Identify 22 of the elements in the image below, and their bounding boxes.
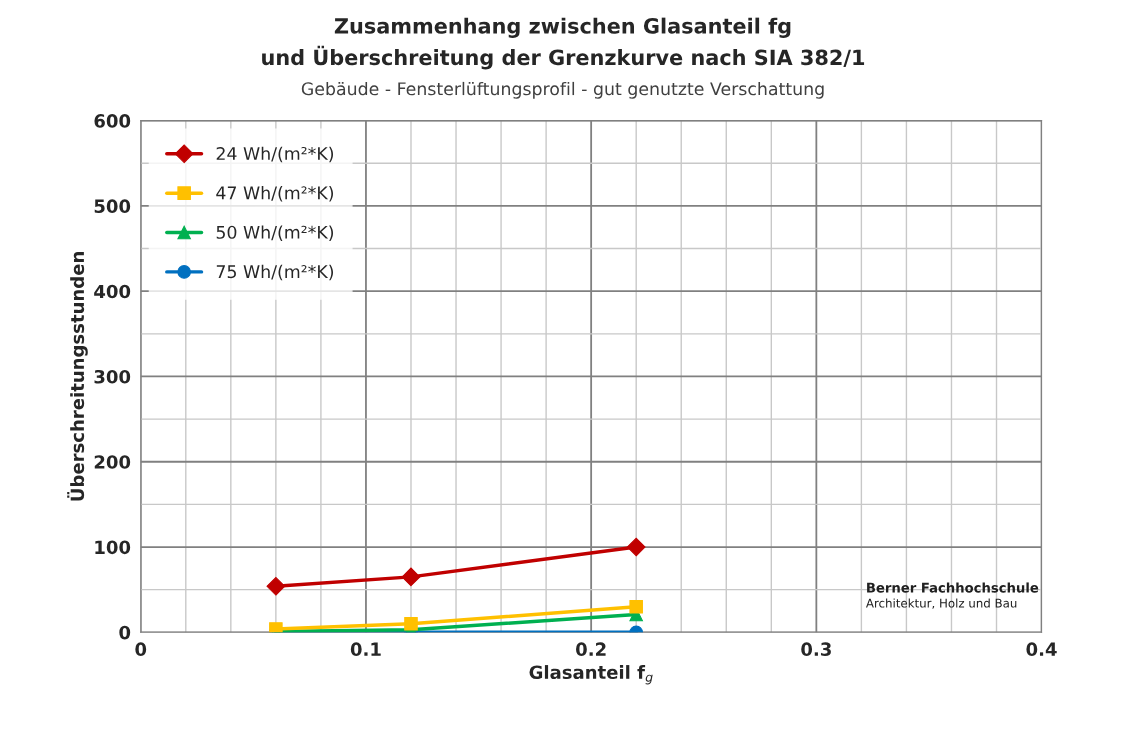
legend-label: 75 Wh/(m²*K): [216, 264, 334, 281]
y-tick-label: 500: [94, 199, 131, 214]
x-tick-label: 0: [135, 642, 147, 657]
x-tick-label: 0.4: [1026, 642, 1057, 657]
chart-subtitle: Gebäude - Fensterlüftungsprofil - gut genutzte Verschattung: [301, 81, 824, 99]
y-axis-title: Überschreitungsstunden: [67, 252, 88, 501]
chart-title: Zusammenhang zwischen Glasanteil fg und Überschreitung der Grenzkurve nach SIA 382/1: [262, 17, 865, 70]
legend-label: 24 Wh/(m²*K): [216, 146, 334, 163]
x-tick-label: 0.2: [576, 642, 606, 657]
y-tick-label: 200: [94, 455, 131, 469]
legend-label: 47 Wh/(m²*K): [216, 186, 334, 202]
y-tick-label: 400: [94, 284, 131, 299]
y-tick-label: 600: [94, 114, 131, 128]
y-tick-label: 0: [119, 625, 131, 640]
y-tick-label: 100: [95, 540, 131, 555]
y-tick-label: 300: [94, 369, 131, 384]
annotation: Architektur, Holz und Bau: [865, 598, 1017, 609]
legend-label: 50 Wh/(m²*K): [216, 225, 334, 241]
x-axis-title: Glasanteil f$_{g}$: [529, 665, 653, 685]
x-tick-label: 0.1: [350, 642, 381, 657]
annotation: Berner Fachhochschule: [867, 582, 1039, 593]
x-tick-label: 0.3: [801, 642, 831, 657]
